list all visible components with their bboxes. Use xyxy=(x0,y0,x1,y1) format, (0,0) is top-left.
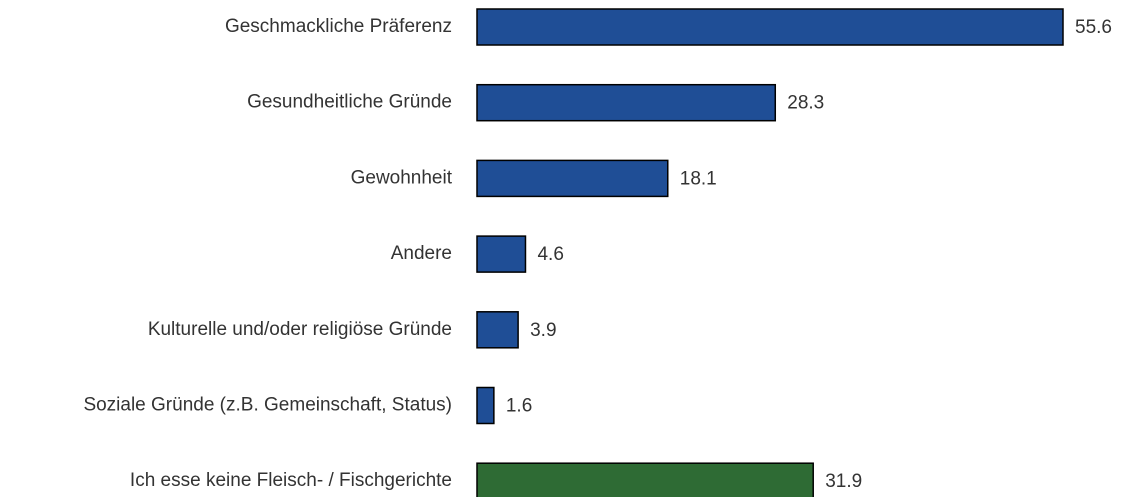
category-label: Geschmackliche Präferenz xyxy=(225,16,452,37)
category-label: Ich esse keine Fleisch- / Fischgerichte xyxy=(130,470,452,491)
bar xyxy=(476,311,519,349)
value-label: 3.9 xyxy=(530,320,556,341)
bar xyxy=(476,235,527,273)
bar xyxy=(476,83,777,122)
bar xyxy=(476,8,1064,46)
category-label: Gewohnheit xyxy=(351,167,453,188)
category-label: Soziale Gründe (z.B. Gemeinschaft, Statu… xyxy=(83,395,452,416)
value-label: 31.9 xyxy=(825,471,862,492)
bar xyxy=(476,159,669,198)
bar xyxy=(476,462,814,497)
category-label: Gesundheitliche Gründe xyxy=(247,92,452,113)
bar xyxy=(476,386,495,425)
category-label: Kulturelle und/oder religiöse Gründe xyxy=(148,319,452,340)
value-label: 55.6 xyxy=(1075,17,1112,38)
value-label: 18.1 xyxy=(680,168,717,189)
value-label: 4.6 xyxy=(537,244,563,265)
category-label: Andere xyxy=(391,243,452,264)
value-label: 1.6 xyxy=(506,396,532,417)
value-label: 28.3 xyxy=(787,93,824,114)
